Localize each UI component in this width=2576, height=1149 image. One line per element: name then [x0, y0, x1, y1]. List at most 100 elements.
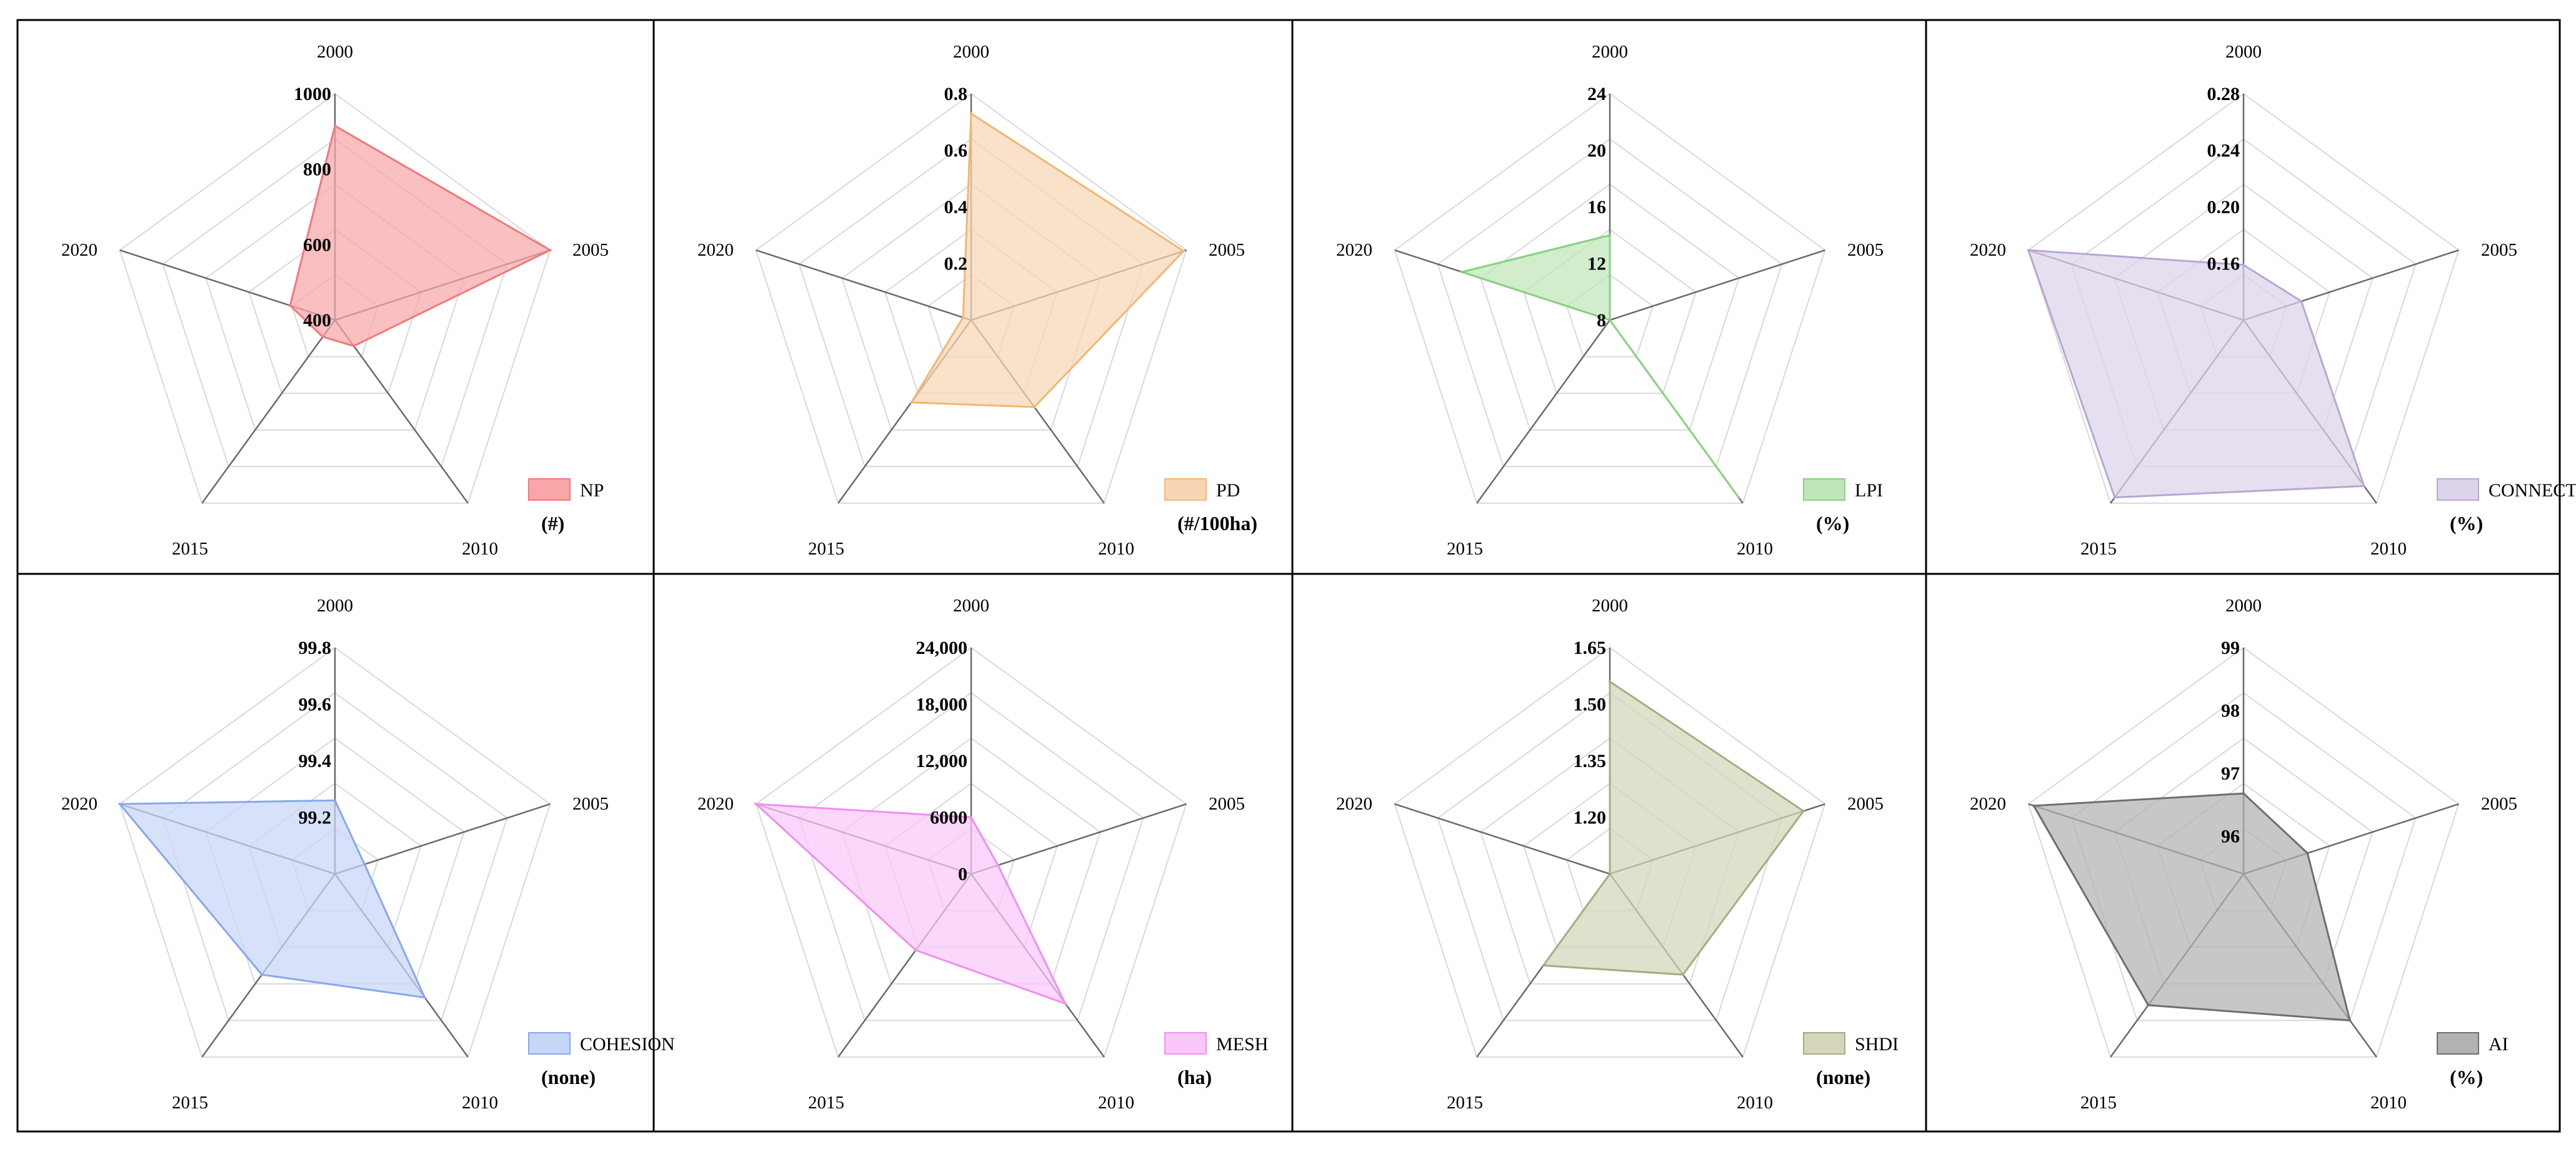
tick-label: 0.4 — [944, 197, 968, 218]
data-point-2000 — [970, 816, 972, 819]
category-label-2000: 2000 — [953, 596, 989, 616]
category-label-2005: 2005 — [1847, 240, 1884, 260]
category-label-2000: 2000 — [2225, 596, 2262, 616]
tick-label: 99.8 — [299, 638, 332, 658]
category-label-2005: 2005 — [1209, 794, 1245, 814]
radar-chart-lpi: 8 12 16 20 24 2000 2005 2010 2015 2020 LPI (%) — [1336, 42, 1884, 559]
data-point-2010 — [1682, 973, 1685, 976]
legend-swatch-connect — [2437, 478, 2479, 501]
data-point-2000 — [334, 124, 336, 128]
data-point-2020 — [289, 304, 292, 307]
category-label-2000: 2000 — [953, 42, 989, 62]
tick-label: 0 — [958, 864, 967, 885]
category-label-2020: 2020 — [1970, 794, 2006, 814]
category-label-2010: 2010 — [2370, 539, 2407, 559]
data-area-ai — [2032, 792, 2352, 1021]
category-label-2010: 2010 — [1737, 1093, 1773, 1113]
data-area-lpi — [1458, 234, 1740, 498]
unit-label-lpi: (%) — [1816, 512, 1849, 534]
tick-label: 12 — [1587, 254, 1606, 274]
data-point-2015 — [1542, 964, 1545, 967]
grid-ring — [1437, 138, 1783, 468]
category-label-2020: 2020 — [1336, 240, 1372, 260]
legend-swatch-shdi — [1803, 1032, 1845, 1055]
tick-label: 1.65 — [1574, 638, 1607, 658]
axis-spoke — [334, 803, 551, 875]
data-point-2015 — [914, 949, 917, 952]
grid-ring — [119, 93, 551, 504]
data-point-2000 — [970, 112, 972, 115]
category-label-2005: 2005 — [572, 794, 609, 814]
grid-ring — [2070, 692, 2417, 1021]
grid-ring — [119, 646, 551, 1058]
tick-label: 97 — [2221, 763, 2240, 784]
tick-label: 0.24 — [2207, 141, 2240, 161]
category-label-2015: 2015 — [1447, 1093, 1483, 1113]
data-area-pd — [909, 111, 1186, 408]
unit-label-cohesion: (none) — [541, 1066, 596, 1088]
radar-chart-cohesion: 99.2 99.4 99.6 99.8 2000 2005 2010 2015 2020 COHE… — [61, 596, 675, 1113]
tick-label: 24,000 — [916, 638, 968, 658]
tick-label: 0.20 — [2207, 197, 2240, 218]
data-point-2010 — [352, 344, 356, 348]
grid-ring — [1394, 646, 1826, 1058]
unit-label-shdi: (none) — [1816, 1066, 1870, 1088]
axis-spoke — [756, 249, 972, 321]
legend-label-lpi: LPI — [1855, 480, 1883, 501]
tick-label: 1000 — [294, 84, 331, 104]
data-point-2005 — [2306, 851, 2309, 855]
tick-label: 0.6 — [944, 141, 968, 161]
category-label-2015: 2015 — [808, 539, 844, 559]
legend-swatch-mesh — [1164, 1032, 1207, 1055]
category-label-2000: 2000 — [317, 42, 353, 62]
tick-label: 1.35 — [1574, 751, 1607, 771]
tick-label: 0.8 — [944, 84, 968, 104]
grid-ring — [755, 93, 1187, 504]
tick-label: 16 — [1587, 197, 1606, 218]
data-point-2005 — [997, 864, 1000, 867]
data-point-2000 — [1609, 680, 1611, 683]
tick-label: 0.28 — [2207, 84, 2240, 104]
category-label-2020: 2020 — [61, 240, 97, 260]
category-label-2005: 2005 — [2481, 794, 2517, 814]
category-label-2000: 2000 — [1592, 42, 1628, 62]
category-label-2000: 2000 — [1592, 596, 1628, 616]
category-label-2020: 2020 — [1970, 240, 2006, 260]
tick-label: 800 — [303, 159, 331, 180]
unit-label-connect: (%) — [2450, 512, 2483, 534]
category-label-2005: 2005 — [572, 240, 609, 260]
legend-swatch-np — [528, 478, 571, 501]
data-area-np — [289, 124, 552, 348]
tick-label: 99.6 — [299, 695, 332, 715]
data-point-2010 — [1064, 1002, 1067, 1005]
data-point-2020 — [1460, 271, 1464, 274]
legend-label-np: NP — [580, 480, 604, 501]
legend-label-mesh: MESH — [1216, 1034, 1268, 1055]
legend-swatch-ai — [2437, 1032, 2479, 1055]
tick-label: 600 — [303, 234, 331, 255]
legend-label-pd: PD — [1216, 480, 1240, 501]
grid-ring — [755, 646, 1187, 1058]
data-point-2020 — [2032, 804, 2035, 807]
category-label-2005: 2005 — [1209, 240, 1245, 260]
category-label-2005: 2005 — [2481, 240, 2517, 260]
data-point-2010 — [1737, 496, 1740, 499]
grid-ring — [162, 692, 508, 1021]
data-point-2015 — [1609, 319, 1611, 321]
data-point-2005 — [1802, 810, 1805, 813]
grid-ring — [1394, 93, 1826, 504]
data-area-connect — [2027, 249, 2365, 499]
legend-swatch-cohesion — [528, 1032, 571, 1055]
tick-label: 18,000 — [916, 695, 968, 715]
data-point-2010 — [2362, 484, 2365, 488]
axis-spoke — [1394, 803, 1610, 875]
category-label-2005: 2005 — [1847, 794, 1884, 814]
category-label-2010: 2010 — [2370, 1093, 2407, 1113]
data-point-2000 — [334, 799, 336, 802]
tick-label: 1.20 — [1574, 808, 1607, 828]
unit-label-pd: (#/100ha) — [1177, 512, 1257, 534]
tick-label: 1.50 — [1574, 695, 1607, 715]
category-label-2010: 2010 — [462, 1093, 498, 1113]
tick-label: 99.4 — [299, 751, 332, 771]
axis-spoke — [1476, 319, 1611, 504]
